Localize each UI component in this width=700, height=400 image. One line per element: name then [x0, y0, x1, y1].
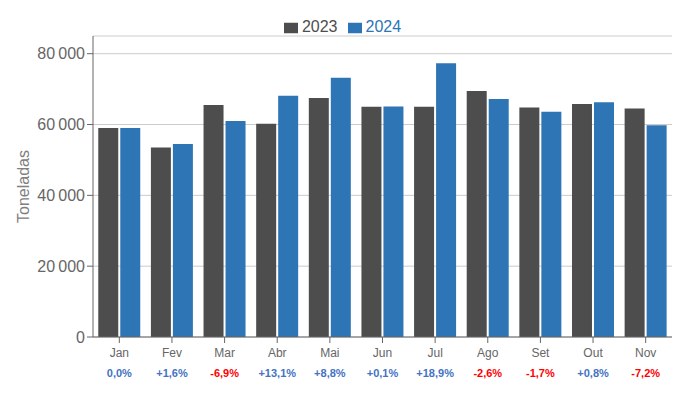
svg-text:60 000: 60 000: [37, 116, 85, 133]
svg-text:20 000: 20 000: [37, 258, 85, 275]
svg-text:40 000: 40 000: [37, 187, 85, 204]
svg-text:0: 0: [76, 329, 85, 346]
svg-text:+13,1%: +13,1%: [258, 367, 296, 379]
svg-text:+18,9%: +18,9%: [416, 367, 454, 379]
svg-text:Jan: Jan: [110, 346, 129, 360]
svg-text:Toneladas: Toneladas: [15, 150, 32, 223]
svg-text:Mai: Mai: [320, 346, 339, 360]
svg-text:Jul: Jul: [427, 346, 442, 360]
svg-text:+1,6%: +1,6%: [156, 367, 188, 379]
html-text:2024: 2024: [365, 18, 402, 35]
svg-text:Fev: Fev: [162, 346, 182, 360]
svg-text:-7,2%: -7,2%: [631, 367, 660, 379]
svg-text:-2,6%: -2,6%: [473, 367, 502, 379]
svg-text:Abr: Abr: [268, 346, 287, 360]
html-text:2023: 2023: [301, 18, 338, 35]
svg-text:Mar: Mar: [214, 346, 235, 360]
svg-text:0,0%: 0,0%: [107, 367, 132, 379]
svg-text:Nov: Nov: [635, 346, 656, 360]
svg-text:Jun: Jun: [373, 346, 392, 360]
svg-text:+8,8%: +8,8%: [314, 367, 346, 379]
svg-text:Out: Out: [583, 346, 603, 360]
svg-text:-6,9%: -6,9%: [210, 367, 239, 379]
svg-text:Set: Set: [531, 346, 550, 360]
svg-text:+0,1%: +0,1%: [367, 367, 399, 379]
svg-text:80 000: 80 000: [37, 45, 85, 62]
svg-text:Ago: Ago: [477, 346, 499, 360]
svg-text:-1,7%: -1,7%: [526, 367, 555, 379]
svg-text:+0,8%: +0,8%: [577, 367, 609, 379]
